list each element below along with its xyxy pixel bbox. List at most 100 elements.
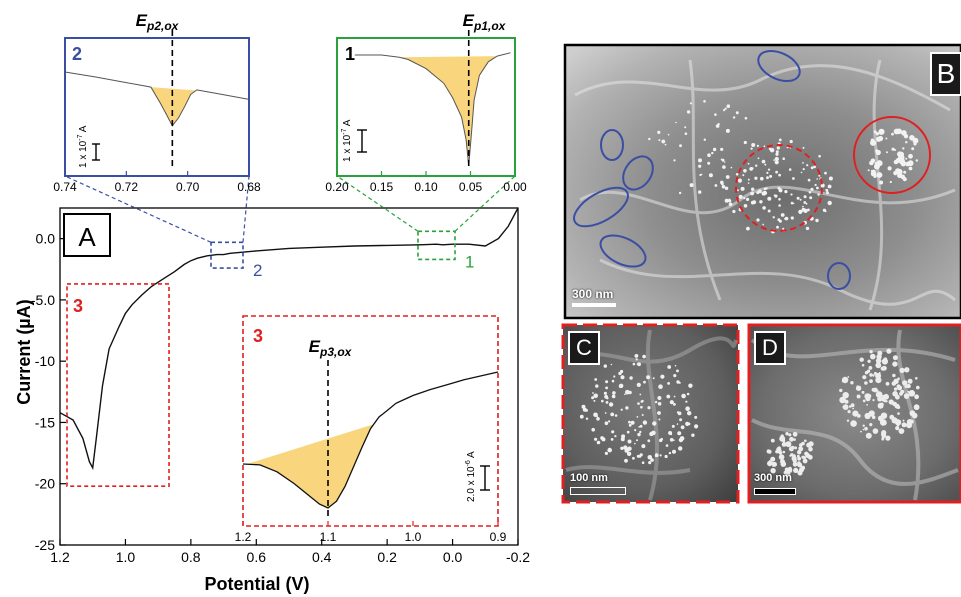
inset-x-tick-label: 0.00 (503, 180, 527, 194)
particle (685, 400, 688, 403)
particle (906, 383, 911, 389)
inset-x-tick-label: 0.72 (115, 180, 139, 194)
particle (625, 389, 630, 395)
particle (864, 426, 868, 431)
zoom-box-label-2: 2 (253, 261, 262, 280)
particle (608, 402, 614, 407)
y-tick-label: -5.0 (31, 292, 55, 308)
particle (669, 438, 674, 442)
inset-2-scale-label: 1 x 10-7 A (77, 125, 89, 168)
sem-c-scale-text: 100 nm (570, 472, 608, 484)
particle (667, 365, 672, 369)
particle (676, 369, 679, 373)
particle (740, 187, 745, 191)
particle (646, 375, 651, 380)
particle (788, 168, 792, 171)
inset-3: 3 Ep3,ox 2.0 x 10-6 A 1.2 1.1 1.0 0.9 (235, 315, 507, 544)
particle (672, 449, 676, 454)
particle (898, 428, 905, 434)
particle (629, 376, 633, 380)
particle (684, 126, 687, 129)
particle (817, 193, 820, 196)
particle (743, 169, 747, 173)
particle (628, 420, 631, 424)
particle (889, 414, 895, 420)
particle (787, 467, 793, 473)
particle (707, 161, 711, 165)
particle (810, 187, 814, 191)
inset-2-scale-bar (92, 143, 100, 161)
particle (728, 202, 733, 206)
particle (877, 360, 880, 363)
particle (686, 392, 690, 396)
particle (782, 439, 786, 443)
particle (698, 158, 702, 163)
particle (894, 149, 897, 151)
particle (895, 426, 900, 431)
particle (594, 437, 598, 441)
particle (797, 450, 802, 455)
particle (632, 362, 636, 366)
particle (913, 404, 920, 411)
inset-3-peak-label: Ep3,ox (309, 337, 353, 359)
sem-c-panel-label: C (568, 331, 600, 365)
sem-d-panel-label: D (754, 331, 786, 365)
particle (642, 354, 646, 359)
particle (641, 461, 645, 465)
inset-x-tick-label: 1.2 (235, 530, 252, 544)
particle (614, 414, 618, 417)
particle (720, 147, 724, 151)
particle (746, 197, 750, 201)
particle (793, 438, 796, 441)
particle (781, 442, 787, 447)
sem-d-aggregate (766, 348, 920, 476)
particle (736, 189, 739, 192)
particle (593, 399, 596, 402)
inset-2-frame (64, 37, 250, 177)
particle (679, 436, 685, 441)
particle (889, 180, 892, 184)
particle (679, 144, 682, 148)
particle (671, 424, 675, 428)
particle (841, 380, 845, 383)
particle (815, 218, 819, 223)
panel-a-label: A (63, 213, 111, 257)
particle (652, 377, 655, 380)
inset-x-tick-label: 0.15 (370, 180, 394, 194)
particle (784, 190, 788, 194)
particle (660, 374, 665, 379)
y-tick-label: -10 (35, 353, 55, 369)
inset-2-x-ticks: 0.74 0.72 0.70 0.68 (53, 171, 261, 194)
particle (822, 184, 825, 187)
particle (790, 201, 794, 205)
particle (864, 371, 869, 375)
particle (876, 389, 879, 392)
particle (872, 399, 875, 402)
particle (732, 209, 736, 214)
particle (773, 194, 776, 197)
particle (767, 209, 771, 213)
particle (842, 392, 849, 399)
particle (780, 459, 785, 465)
particle (800, 171, 803, 174)
particle (750, 191, 754, 196)
particle (869, 350, 873, 354)
particle (641, 414, 644, 416)
particle (885, 435, 891, 441)
particle (869, 423, 873, 427)
particle (585, 409, 588, 412)
particle (636, 454, 641, 458)
particle (750, 147, 753, 150)
particle (698, 164, 702, 168)
particle (801, 207, 806, 212)
sem-b-blue-circles (573, 49, 851, 290)
particle (891, 132, 894, 136)
particle (850, 403, 855, 408)
particle (875, 132, 880, 136)
particle (910, 390, 915, 394)
particle (775, 152, 779, 156)
inset-3-scale-label: 2.0 x 10-6 A (465, 451, 477, 502)
particle (808, 191, 812, 194)
particle (760, 176, 764, 181)
